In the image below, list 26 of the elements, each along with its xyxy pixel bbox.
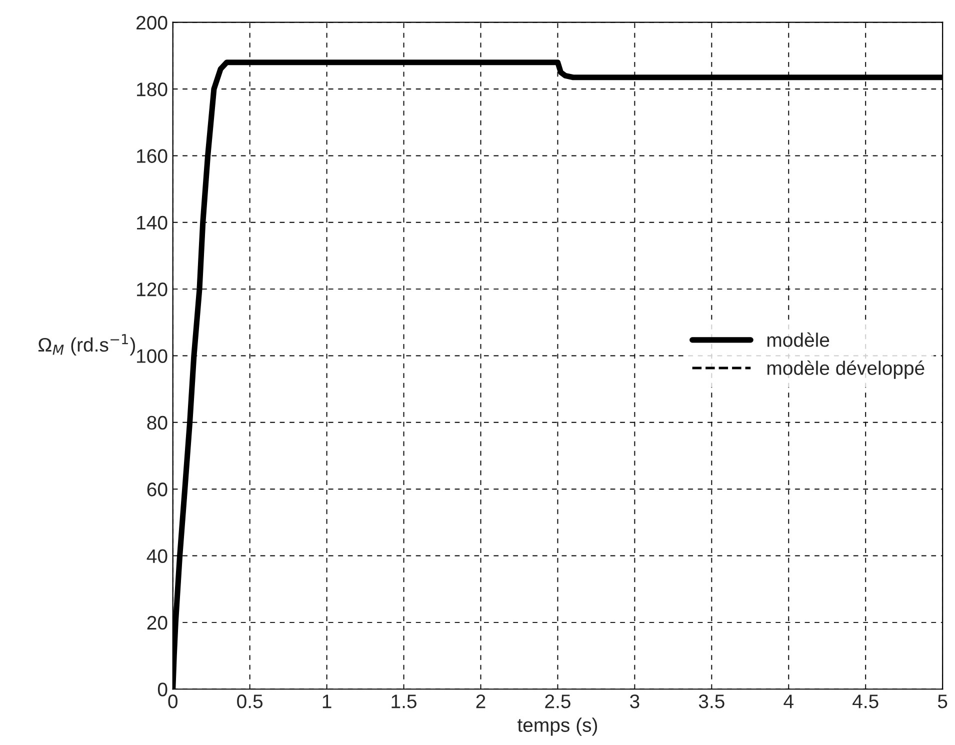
y-tick-label: 200 <box>136 16 168 30</box>
x-axis-title: temps (s) <box>518 718 598 736</box>
y-tick-label: 140 <box>137 216 168 230</box>
x-tick-label: 1 <box>322 694 332 708</box>
x-tick-label: 3.5 <box>698 694 724 708</box>
y-tick-label: 40 <box>146 549 168 564</box>
y-tick-label: 180 <box>137 82 168 96</box>
x-tick-label: 1.5 <box>392 694 416 708</box>
x-tick-label: 4.5 <box>852 694 878 708</box>
x-tick-label: 2 <box>476 694 486 708</box>
x-tick-label: 5 <box>938 694 948 708</box>
x-tick-label: 3 <box>630 694 640 708</box>
y-tick-label: 20 <box>147 616 168 630</box>
x-tick-label: 0 <box>168 694 178 708</box>
x-tick-label: 2.5 <box>545 694 570 708</box>
legend-label: modèle développé <box>767 360 924 379</box>
y-tick-label: 160 <box>137 149 168 163</box>
x-tick-label: 0.5 <box>237 694 263 708</box>
y-tick-label: 60 <box>147 482 168 496</box>
y-tick-label: 0 <box>158 682 168 696</box>
y-tick-label: 100 <box>137 349 168 363</box>
y-tick-label: 120 <box>137 282 168 296</box>
legend-label: modèle <box>767 332 830 347</box>
y-tick-label: 80 <box>147 416 168 430</box>
x-tick-label: 4 <box>784 694 794 708</box>
y-axis-title: Ω$_{M}$ (rd.s$^{−1}$) <box>38 334 135 356</box>
